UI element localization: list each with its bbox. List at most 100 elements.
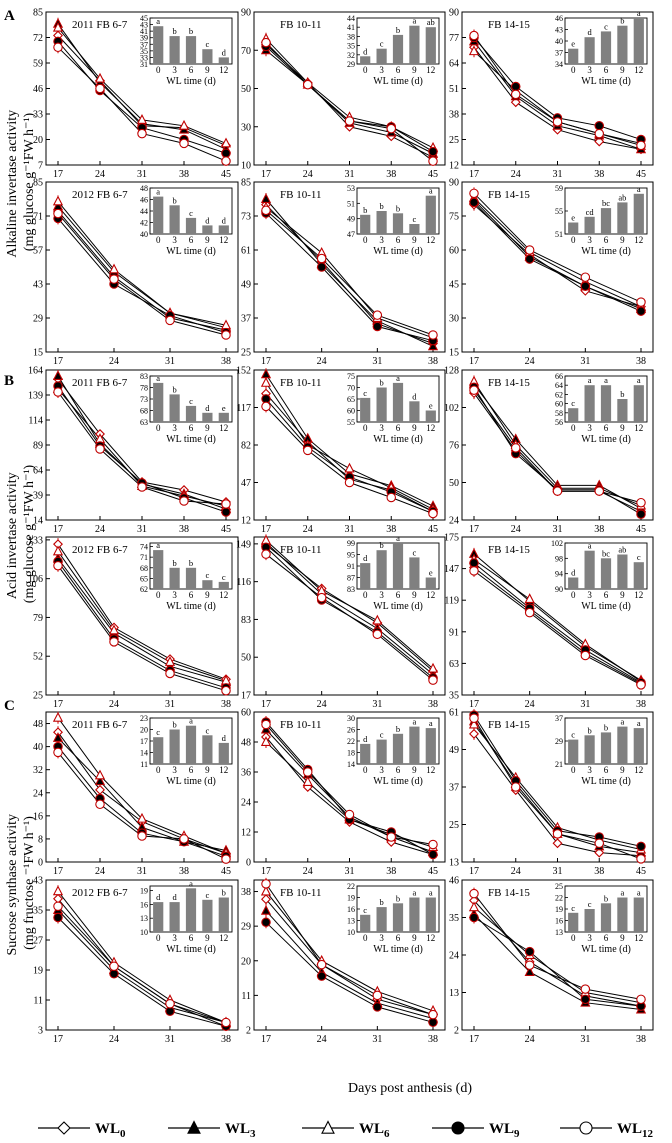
inset-x-tick-label: 6 [604,65,609,75]
inset-bar-letter: a [637,375,641,385]
inset-bar-wl12 [218,742,229,764]
data-point-wl12 [428,675,438,685]
inset-bar-letter: b [379,540,383,550]
data-point-wl12 [302,767,313,777]
inset-bar-wl12 [633,193,644,235]
x-tick-label: 38 [428,699,438,710]
y-tick-label: 49 [449,745,459,756]
inset-x-tick-label: 9 [205,235,210,245]
panel-title: FB 10-11 [280,719,321,731]
y-tick-label: 149 [236,539,251,550]
inset-bar-wl6 [185,888,197,932]
inset-bar-wl12 [425,195,436,234]
panel-title: 2011 FB 6-7 [72,719,128,731]
inset-y-tick-label: 14 [140,749,148,758]
data-point-wl12 [636,994,646,1005]
x-tick-label: 38 [221,699,231,710]
data-point-wl6 [52,21,64,32]
data-point-wl12 [428,330,438,340]
inset-x-tick-label: 0 [363,590,368,600]
x-tick-label: 45 [636,524,646,535]
inset-xlabel: WL time (d) [166,776,216,787]
inset-y-tick-label: 65 [140,574,148,583]
x-tick-label: 31 [137,169,147,180]
inset-y-tick-label: 41 [140,27,148,36]
inset-bar-wl3 [376,387,387,422]
x-tick-label: 31 [165,356,175,367]
x-tick-label: 38 [386,524,396,535]
data-point-wl6 [136,812,148,823]
inset-bar-letter: a [637,184,641,194]
x-tick-label: 45 [221,169,231,180]
inset-y-tick-label: 73 [140,395,148,404]
inset-bar-letter: c [380,730,384,740]
inset-x-tick-label: 6 [604,933,609,943]
data-point-wl6 [260,736,272,746]
y-tick-label: 85 [241,178,251,189]
inset-y-tick-label: 42 [140,219,148,228]
series-line-wl6 [265,540,434,670]
inset-bar-letter: d [363,734,368,744]
inset-xlabel: WL time (d) [166,76,216,87]
x-tick-label: 17 [261,356,271,367]
legend-label: WL12 [617,1121,654,1140]
inset-y-tick-label: 46 [555,14,563,23]
y-tick-label: 40 [33,742,43,753]
inset-x-tick-label: 3 [172,235,177,245]
y-tick-label: 35 [449,913,459,924]
panel-title: 2012 FB 6-7 [72,887,128,899]
y-tick-label: 38 [241,887,251,898]
inset-bar-wl3 [169,902,180,932]
inset-xlabel: WL time (d) [373,601,423,612]
inset-xlabel: WL time (d) [166,944,216,955]
x-tick-label: 45 [221,866,231,877]
inset-x-tick-label: 9 [205,933,210,943]
inset-bar-letter: d [571,568,576,578]
data-point-wl12 [636,497,646,508]
data-point-wl12 [552,486,563,496]
x-tick-label: 24 [525,1034,535,1045]
y-tick-label: 90 [449,178,459,189]
y-tick-label: 72 [33,33,43,44]
inset-bar-letter: c [413,214,417,224]
inset-x-tick-label: 0 [363,235,368,245]
data-point-wl12 [524,607,535,618]
data-point-wl12 [510,443,521,453]
inset-y-tick-label: 87 [347,574,355,583]
inset-y-tick-label: 102 [551,539,563,548]
y-tick-label: 43 [33,876,43,887]
inset-x-tick-label: 9 [620,933,625,943]
inset-y-tick-label: 37 [140,40,148,49]
y-tick-label: 164 [28,366,43,377]
inset-y-tick-label: 58 [555,409,563,418]
inset-x-tick-label: 0 [363,765,368,775]
data-point-wl9 [524,254,535,264]
inset-bar-wl0 [568,912,579,932]
data-point-wl12 [261,549,271,559]
panel-title: FB 14-15 [488,719,530,731]
data-point-wl12 [594,128,604,139]
inset-y-tick-label: 53 [347,184,355,193]
inset-x-tick-label: 6 [396,590,401,600]
data-point-wl12 [53,901,63,911]
inset-xlabel: WL time (d) [581,434,631,445]
data-point-wl12 [469,385,479,395]
inset-xlabel: WL time (d) [373,434,423,445]
inset-x-tick-label: 6 [189,423,194,433]
inset-bar-wl6 [392,543,404,589]
x-tick-label: 17 [469,1034,479,1045]
data-point-wl3 [94,775,106,786]
inset-bar-letter: a [413,888,417,898]
inset-bar-wl6 [600,208,612,234]
series-line-wl9 [473,202,642,312]
inset-bar-letter: c [604,21,608,31]
inset-x-tick-label: 12 [634,65,643,75]
inset-bar-letter: c [206,725,210,735]
x-tick-label: 38 [428,356,438,367]
data-point-wl12 [580,984,591,994]
data-point-wl6 [468,45,480,56]
inset-bar-wl3 [169,729,180,764]
